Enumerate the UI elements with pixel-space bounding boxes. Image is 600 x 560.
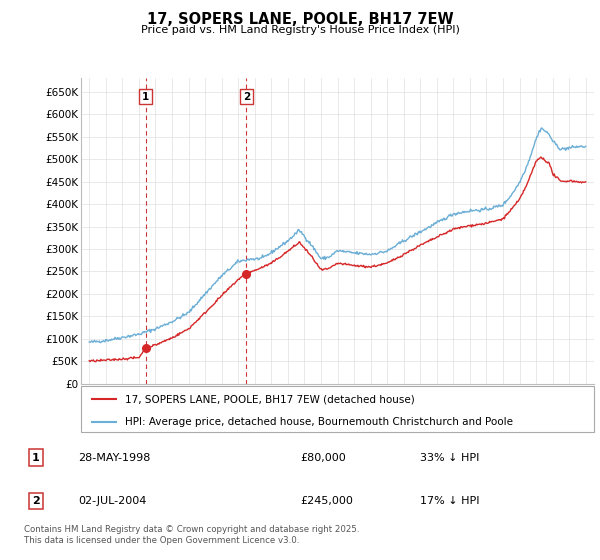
Text: Price paid vs. HM Land Registry's House Price Index (HPI): Price paid vs. HM Land Registry's House … xyxy=(140,25,460,35)
Text: 28-MAY-1998: 28-MAY-1998 xyxy=(78,453,151,463)
Text: 17, SOPERS LANE, POOLE, BH17 7EW: 17, SOPERS LANE, POOLE, BH17 7EW xyxy=(146,12,454,27)
Text: 2: 2 xyxy=(32,496,40,506)
Text: 2: 2 xyxy=(243,92,250,102)
Text: 17% ↓ HPI: 17% ↓ HPI xyxy=(420,496,479,506)
Text: £80,000: £80,000 xyxy=(300,453,346,463)
Text: HPI: Average price, detached house, Bournemouth Christchurch and Poole: HPI: Average price, detached house, Bour… xyxy=(125,417,512,427)
Text: 17, SOPERS LANE, POOLE, BH17 7EW (detached house): 17, SOPERS LANE, POOLE, BH17 7EW (detach… xyxy=(125,394,415,404)
Text: 1: 1 xyxy=(32,453,40,463)
Text: 1: 1 xyxy=(142,92,149,102)
Text: 33% ↓ HPI: 33% ↓ HPI xyxy=(420,453,479,463)
Text: 02-JUL-2004: 02-JUL-2004 xyxy=(78,496,146,506)
Text: £245,000: £245,000 xyxy=(300,496,353,506)
Text: Contains HM Land Registry data © Crown copyright and database right 2025.
This d: Contains HM Land Registry data © Crown c… xyxy=(24,525,359,545)
